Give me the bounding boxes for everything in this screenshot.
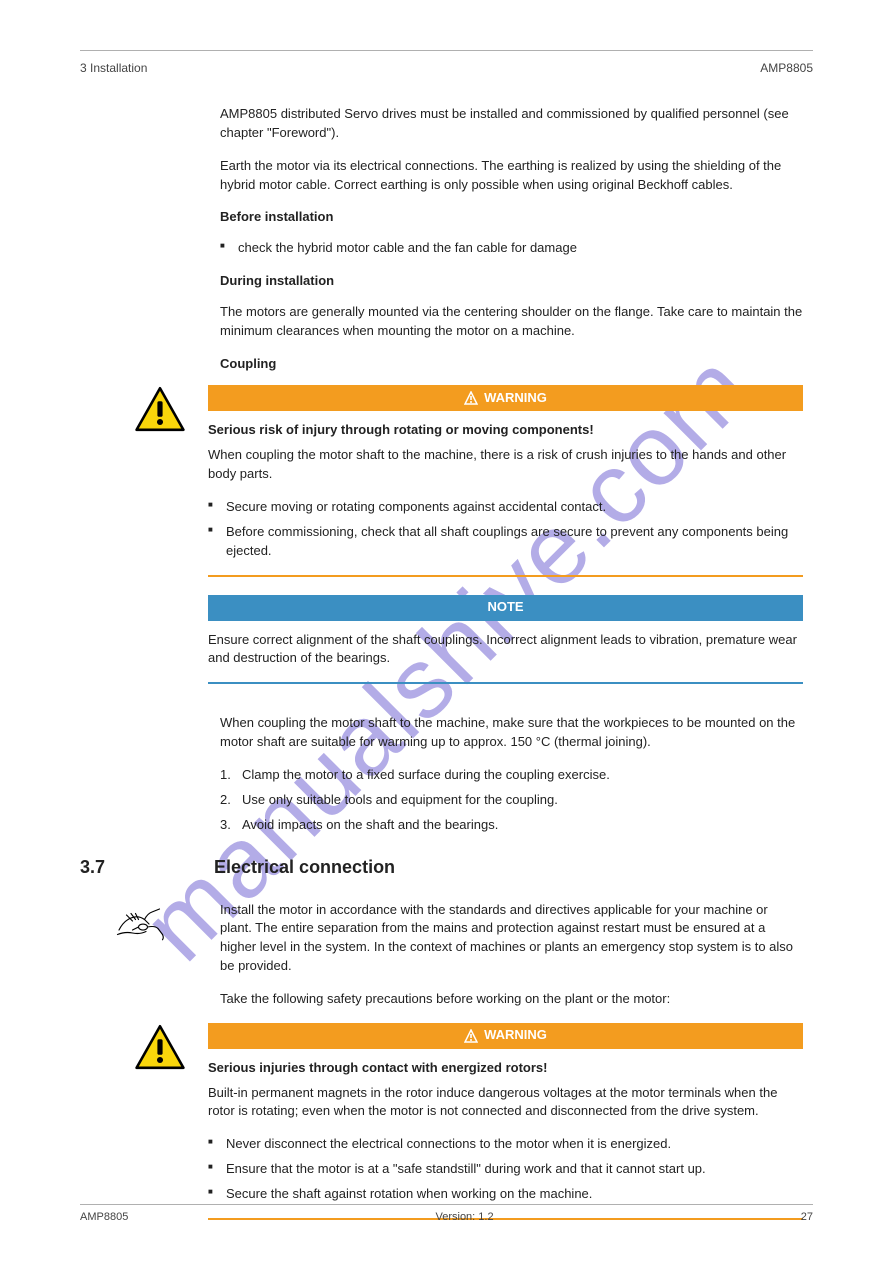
footer-rule <box>80 1204 813 1205</box>
coupling-step: Use only suitable tools and equipment fo… <box>220 791 803 810</box>
warning-banner-label: WARNING <box>484 1026 547 1045</box>
warning-triangle-icon <box>130 1023 190 1071</box>
coupling-steps: Clamp the motor to a fixed surface durin… <box>220 766 803 835</box>
page-content: 3 Installation AMP8805 AMP8805 distribut… <box>0 0 893 1263</box>
note-banner: NOTE <box>208 595 803 621</box>
header-rule <box>80 50 813 51</box>
warning1-title: Serious risk of injury through rotating … <box>208 422 594 437</box>
warning2-title: Serious injuries through contact with en… <box>208 1060 547 1075</box>
heading-during-install: During installation <box>220 272 803 291</box>
warning2-list: Never disconnect the electrical connecti… <box>208 1135 803 1204</box>
page-footer: AMP8805 Version: 1.2 27 <box>80 1204 813 1223</box>
footer-center: Version: 1.2 <box>435 1211 493 1223</box>
coupling-step: Avoid impacts on the shaft and the beari… <box>220 816 803 835</box>
header-left: 3 Installation <box>80 61 147 75</box>
warning1-item: Secure moving or rotating components aga… <box>208 498 803 517</box>
warning2-body: Built-in permanent magnets in the rotor … <box>208 1084 803 1122</box>
intro-p1: AMP8805 distributed Servo drives must be… <box>220 105 803 143</box>
wrist-strap-icon <box>80 891 170 951</box>
section-safety-intro: Take the following safety precautions be… <box>220 990 803 1009</box>
section-heading: 3.7 Electrical connection <box>80 854 803 880</box>
section-number: 3.7 <box>80 854 200 880</box>
warning2-item: Ensure that the motor is at a "safe stan… <box>208 1160 803 1179</box>
note-banner-label: NOTE <box>487 598 523 617</box>
page-header: 3 Installation AMP8805 <box>80 61 813 75</box>
section-title: Electrical connection <box>214 854 395 880</box>
warning-end-rule <box>208 575 803 577</box>
warning-callout-1: WARNING Serious risk of injury through r… <box>80 385 803 704</box>
warning-banner-label: WARNING <box>484 389 547 408</box>
during-install-p: The motors are generally mounted via the… <box>220 303 803 341</box>
note-body: Ensure correct alignment of the shaft co… <box>208 631 803 669</box>
footer-right: 27 <box>801 1211 813 1223</box>
warning-mini-icon <box>464 1029 478 1043</box>
after-note-p: When coupling the motor shaft to the mac… <box>220 714 803 752</box>
warning1-body: When coupling the motor shaft to the mac… <box>208 446 803 484</box>
warning2-item: Secure the shaft against rotation when w… <box>208 1185 803 1204</box>
section-p1: Install the motor in accordance with the… <box>220 901 803 976</box>
warning-mini-icon <box>464 391 478 405</box>
intro-p2: Earth the motor via its electrical conne… <box>220 157 803 195</box>
header-right: AMP8805 <box>760 61 813 75</box>
heading-coupling: Coupling <box>220 355 803 374</box>
coupling-step: Clamp the motor to a fixed surface durin… <box>220 766 803 785</box>
note-end-rule <box>208 682 803 684</box>
warning1-item: Before commissioning, check that all sha… <box>208 523 803 561</box>
warning-banner: WARNING <box>208 1023 803 1049</box>
warning1-list: Secure moving or rotating components aga… <box>208 498 803 561</box>
footer-left: AMP8805 <box>80 1211 128 1223</box>
before-install-item: check the hybrid motor cable and the fan… <box>220 239 803 258</box>
warning-banner: WARNING <box>208 385 803 411</box>
heading-before-install: Before installation <box>220 208 803 227</box>
before-install-list: check the hybrid motor cable and the fan… <box>220 239 803 258</box>
warning-triangle-icon <box>130 385 190 433</box>
warning2-item: Never disconnect the electrical connecti… <box>208 1135 803 1154</box>
